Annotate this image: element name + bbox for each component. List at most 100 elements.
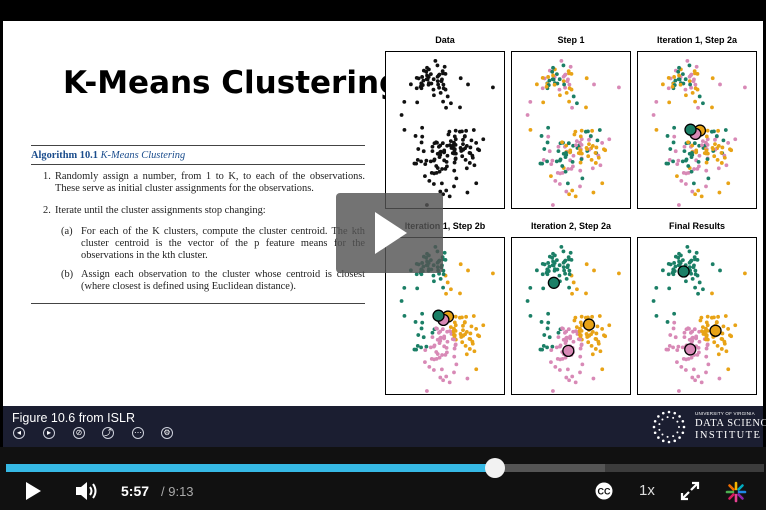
- data-point: [414, 76, 419, 80]
- data-point: [718, 268, 722, 273]
- share-icon[interactable]: ⤴: [102, 427, 114, 439]
- data-point: [528, 127, 533, 132]
- algorithm-top-rule: [31, 145, 365, 146]
- video-frame[interactable]: K-Means Clustering: Algorithm 10.1 K-Mea…: [3, 21, 763, 406]
- wistia-icon[interactable]: [725, 481, 747, 503]
- data-point: [467, 347, 472, 351]
- data-point: [539, 320, 544, 324]
- data-point: [690, 329, 695, 334]
- centroid-marker: [684, 343, 697, 356]
- more-icon[interactable]: ⋯: [132, 427, 144, 439]
- forward-icon[interactable]: ▸: [43, 427, 55, 439]
- data-point: [476, 147, 480, 152]
- data-point: [706, 176, 711, 181]
- playback-speed[interactable]: 1x: [639, 482, 655, 499]
- data-point: [565, 367, 570, 372]
- data-point: [593, 347, 598, 351]
- data-point: [452, 326, 456, 331]
- centroid-marker: [562, 344, 575, 358]
- data-point: [681, 81, 686, 86]
- data-point: [413, 320, 418, 324]
- data-point: [654, 127, 659, 132]
- data-point: [580, 176, 585, 181]
- data-point: [461, 137, 465, 142]
- data-point: [452, 320, 457, 325]
- data-point: [564, 189, 569, 194]
- play-icon[interactable]: [24, 481, 42, 501]
- data-point: [694, 250, 699, 255]
- data-point: [538, 161, 543, 166]
- data-point: [726, 327, 731, 331]
- data-point: [554, 345, 559, 350]
- data-point: [680, 258, 685, 263]
- data-point: [432, 343, 437, 348]
- data-point: [570, 374, 575, 379]
- data-point: [469, 138, 474, 143]
- data-point: [714, 134, 719, 138]
- data-point: [684, 157, 689, 162]
- volume-icon[interactable]: [75, 480, 99, 502]
- data-point: [664, 161, 669, 166]
- data-point: [468, 145, 473, 150]
- data-point: [441, 378, 446, 383]
- scatter-panel: [637, 51, 757, 209]
- data-point: [704, 140, 708, 145]
- data-point: [402, 285, 407, 290]
- progress-handle[interactable]: [484, 458, 505, 478]
- data-point: [712, 129, 716, 134]
- data-point: [570, 291, 574, 296]
- data-point: [441, 285, 445, 290]
- data-point: [448, 325, 453, 330]
- data-point: [665, 134, 670, 138]
- data-point: [683, 368, 688, 372]
- data-point: [438, 150, 442, 155]
- data-point: [693, 86, 698, 91]
- data-point: [542, 147, 547, 151]
- data-point: [453, 128, 458, 133]
- closed-captions-icon[interactable]: CC: [593, 482, 615, 500]
- data-point: [676, 255, 681, 260]
- data-point: [415, 286, 420, 291]
- centroid-marker: [432, 309, 445, 322]
- data-point: [696, 374, 701, 379]
- data-point: [671, 345, 675, 350]
- data-point: [578, 334, 583, 339]
- data-point: [697, 329, 702, 334]
- data-point: [672, 134, 677, 139]
- data-point: [673, 264, 678, 269]
- data-point: [728, 333, 732, 338]
- data-point: [720, 145, 725, 150]
- data-point: [431, 87, 436, 92]
- data-point: [574, 329, 578, 334]
- data-point: [677, 251, 681, 256]
- panel-title: Iteration 1, Step 2a: [656, 35, 738, 45]
- data-point: [460, 129, 464, 134]
- data-point: [584, 76, 589, 81]
- data-point: [593, 161, 598, 165]
- data-point: [462, 134, 467, 138]
- data-point: [713, 142, 717, 147]
- data-point: [704, 148, 709, 153]
- step-text: Iterate until the cluster assignments st…: [55, 204, 266, 216]
- rewind-icon[interactable]: ◂: [13, 427, 25, 439]
- data-point: [444, 188, 449, 193]
- algorithm-mid-rule: [31, 164, 365, 165]
- data-point: [438, 90, 443, 95]
- data-point: [573, 194, 578, 199]
- progress-bar[interactable]: [6, 458, 764, 478]
- data-point: [550, 69, 555, 74]
- fullscreen-icon[interactable]: [680, 481, 700, 501]
- data-point: [560, 140, 564, 145]
- data-point: [578, 168, 583, 173]
- data-point: [699, 315, 704, 320]
- data-point: [444, 164, 449, 169]
- data-point: [452, 168, 457, 173]
- data-point: [710, 262, 715, 267]
- settings-icon[interactable]: ⚙: [161, 427, 173, 439]
- data-point: [420, 75, 425, 79]
- link-icon[interactable]: ⊘: [73, 427, 85, 439]
- data-point: [673, 335, 678, 340]
- data-point: [447, 129, 452, 134]
- big-play-button[interactable]: [336, 193, 443, 273]
